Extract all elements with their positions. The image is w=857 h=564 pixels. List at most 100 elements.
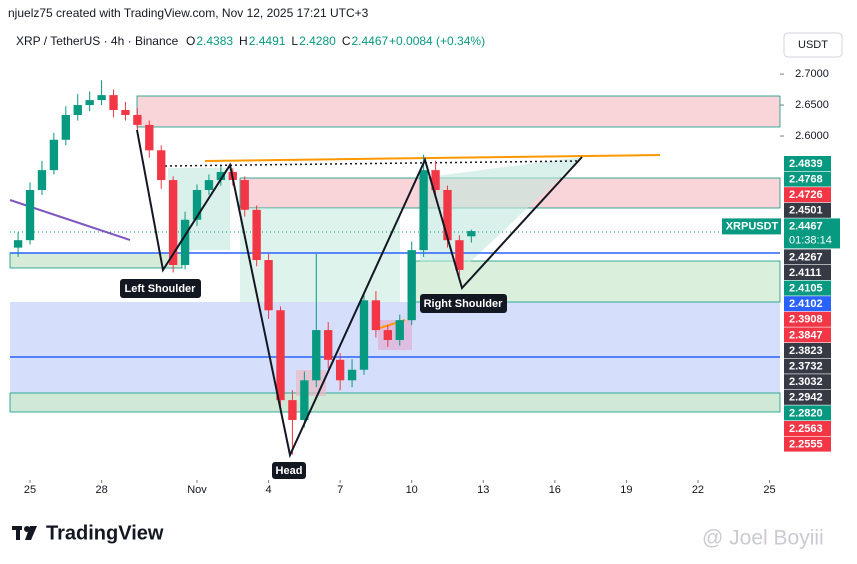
last-price-timer: 01:38:14	[789, 234, 832, 246]
price-tag	[784, 405, 831, 421]
ohlc-key: O	[186, 34, 195, 48]
price-tag-label: 2.4111	[789, 267, 821, 279]
price-tag	[784, 327, 831, 343]
candle-body	[455, 240, 464, 270]
price-tag	[784, 171, 831, 187]
ohlc-value: 2.4467	[351, 34, 388, 48]
price-tag	[784, 311, 831, 327]
annotation: Head	[276, 465, 303, 477]
candle-body	[347, 369, 357, 381]
annotation: Right Shoulder	[424, 298, 504, 310]
price-tag	[784, 436, 831, 452]
price-tag	[784, 280, 831, 296]
candle-body	[168, 180, 178, 265]
price-tag	[784, 202, 831, 218]
candle-body	[61, 114, 70, 140]
candle-body	[240, 180, 249, 210]
x-tick-label: 22	[692, 484, 704, 496]
candle-body	[395, 320, 404, 341]
candle-body	[49, 139, 59, 171]
candle-body	[204, 180, 214, 190]
price-tag	[784, 156, 831, 171]
x-tick-label: Nov	[187, 484, 207, 496]
credit: njuelz75 created with TradingView.com, N…	[8, 6, 369, 20]
x-tick-label: 25	[24, 484, 36, 496]
last-price-box	[784, 218, 840, 249]
price-tag	[784, 421, 831, 436]
price-tag-label: 2.2555	[789, 439, 823, 451]
price-tag	[784, 374, 831, 390]
ohlc-key: C	[342, 34, 351, 48]
price-tag	[784, 343, 831, 358]
candle-body	[133, 114, 142, 125]
price-tag-label: 2.4102	[789, 298, 823, 310]
price-tag	[784, 265, 831, 280]
price-tag	[784, 187, 831, 203]
candle-body	[216, 172, 226, 181]
change: +0.0084 (+0.34%)	[389, 34, 485, 48]
logo-mark	[12, 526, 37, 540]
head-shoulders-pattern	[136, 129, 583, 459]
currency-button[interactable]	[783, 32, 843, 58]
candle-body	[145, 124, 154, 151]
x-tick-label: 19	[620, 484, 632, 496]
x-tick-label: 16	[549, 484, 561, 496]
candle-body	[312, 330, 321, 381]
ohlc-value: 2.4383	[196, 34, 233, 48]
price-tag-label: 2.2942	[789, 392, 823, 404]
price-tag	[784, 358, 831, 374]
watermark: @ Joel Boyiii	[702, 527, 824, 550]
symbol: XRP / TetherUS · 4h · Binance	[16, 34, 179, 48]
ohlc-key: L	[291, 34, 298, 48]
candle-body	[431, 170, 440, 190]
candle-body	[109, 95, 118, 111]
y-tick-label: 2.6000	[795, 130, 829, 142]
candle-body	[443, 189, 452, 241]
candle-body	[335, 359, 345, 381]
x-tick-label: 13	[477, 484, 489, 496]
candle-body	[359, 300, 369, 370]
candle-body	[192, 189, 202, 220]
candle-body	[419, 170, 428, 251]
price-tag-label: 2.2820	[789, 407, 823, 419]
x-tick-label: 25	[763, 484, 775, 496]
candles	[13, 80, 476, 455]
y-tick-label: 2.6500	[795, 99, 829, 111]
x-tick-label: 4	[266, 484, 272, 496]
currency[interactable]: USDT	[798, 39, 828, 51]
candle-body	[252, 209, 261, 261]
ohlc-value: 2.4491	[249, 34, 286, 48]
candle-body	[288, 400, 297, 420]
candle-body	[383, 330, 393, 341]
price-tag-label: 2.3847	[789, 329, 823, 341]
price-tag-label: 2.4726	[789, 189, 823, 201]
price-tag-label: 2.4768	[789, 174, 823, 186]
price-tag-label: 2.2563	[789, 423, 823, 435]
price-tag-label: 2.4501	[789, 205, 823, 217]
candle-body	[25, 189, 35, 241]
x-tick-label: 28	[95, 484, 107, 496]
ohlc-key: H	[239, 34, 248, 48]
ohlc: O 2.4383 H 2.4491 L 2.4280 C 2.4467	[186, 34, 389, 48]
y-tick-label: 2.7000	[795, 68, 829, 80]
annotation: Left Shoulder	[125, 283, 197, 295]
candle-body	[97, 95, 106, 101]
last-price: 2.4467	[789, 220, 823, 232]
ohlc-value: 2.4280	[299, 34, 336, 48]
candle-body	[73, 105, 82, 115]
price-tag-label: 2.3732	[789, 361, 823, 373]
price-tag	[784, 389, 831, 405]
candle-body	[180, 219, 190, 265]
candle-body	[300, 380, 309, 420]
price-tag-label: 2.3032	[789, 376, 823, 388]
price-tag-label: 2.3908	[789, 314, 823, 326]
candle-body	[324, 330, 333, 360]
last-price-tag	[722, 218, 781, 235]
candle-body	[157, 150, 166, 181]
candle-body	[467, 231, 476, 237]
price-tag	[784, 296, 831, 312]
candle-body	[407, 250, 416, 321]
price-tag-label: 2.4839	[789, 158, 823, 170]
price-tag-label: 2.3823	[789, 345, 823, 357]
